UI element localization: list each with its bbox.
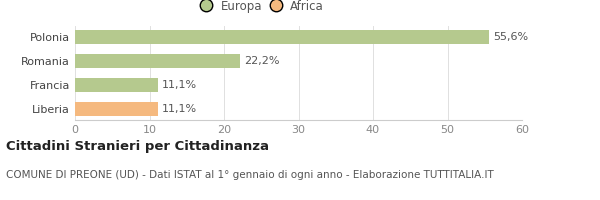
Legend: Europa, Africa: Europa, Africa: [198, 0, 328, 16]
Text: 11,1%: 11,1%: [161, 80, 197, 90]
Text: 22,2%: 22,2%: [244, 56, 280, 66]
Bar: [75, 30, 489, 44]
Bar: [75, 102, 158, 116]
Bar: [75, 54, 241, 68]
Text: Cittadini Stranieri per Cittadinanza: Cittadini Stranieri per Cittadinanza: [6, 140, 269, 153]
Text: COMUNE DI PREONE (UD) - Dati ISTAT al 1° gennaio di ogni anno - Elaborazione TUT: COMUNE DI PREONE (UD) - Dati ISTAT al 1°…: [6, 170, 494, 180]
Text: 55,6%: 55,6%: [493, 32, 528, 42]
Bar: [75, 78, 158, 92]
Text: 11,1%: 11,1%: [161, 104, 197, 114]
